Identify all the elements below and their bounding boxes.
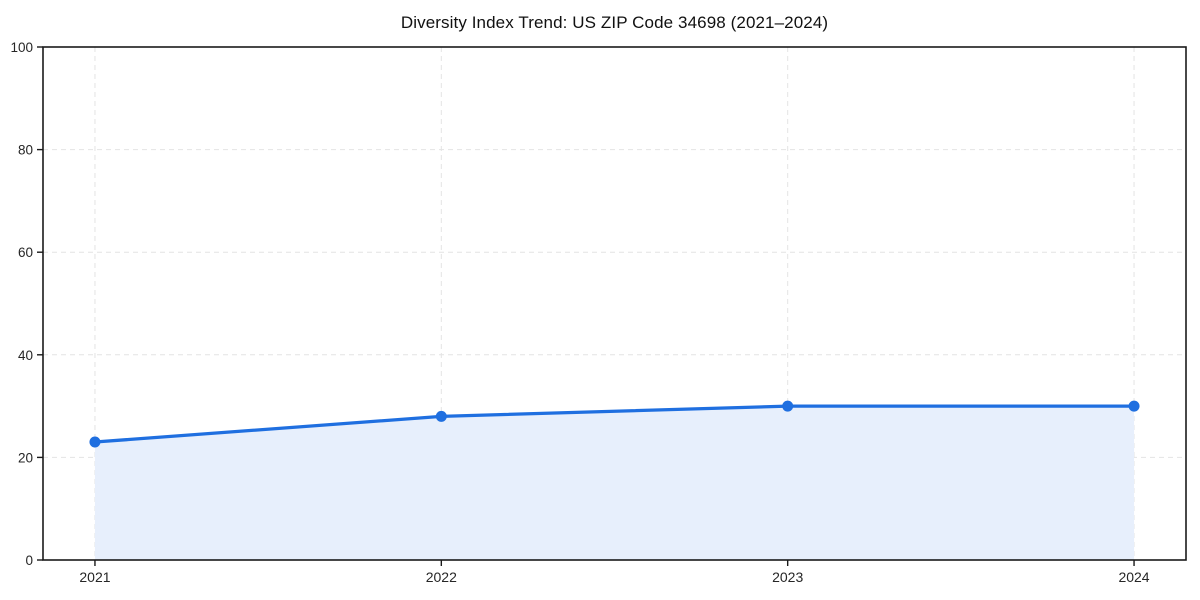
data-point-marker (435, 410, 447, 422)
chart-title: Diversity Index Trend: US ZIP Code 34698… (400, 13, 829, 32)
data-point-marker (1128, 400, 1140, 412)
y-tick-label: 20 (18, 450, 33, 465)
y-tick-label: 40 (18, 348, 33, 363)
y-tick-label: 100 (10, 40, 33, 55)
area-fill (94, 406, 1135, 560)
plot-frame (42, 46, 1187, 561)
y-tick-label: 80 (18, 143, 33, 158)
x-tick-label: 2022 (426, 569, 457, 585)
x-tick-label: 2023 (772, 569, 803, 585)
x-tick-label: 2021 (79, 569, 110, 585)
y-tick-label: 0 (25, 553, 33, 568)
y-tick-label: 60 (18, 245, 33, 260)
data-point-marker (89, 436, 101, 448)
series-line (93, 404, 1136, 444)
x-tick-label: 2024 (1118, 569, 1149, 585)
data-point-marker (782, 400, 794, 412)
